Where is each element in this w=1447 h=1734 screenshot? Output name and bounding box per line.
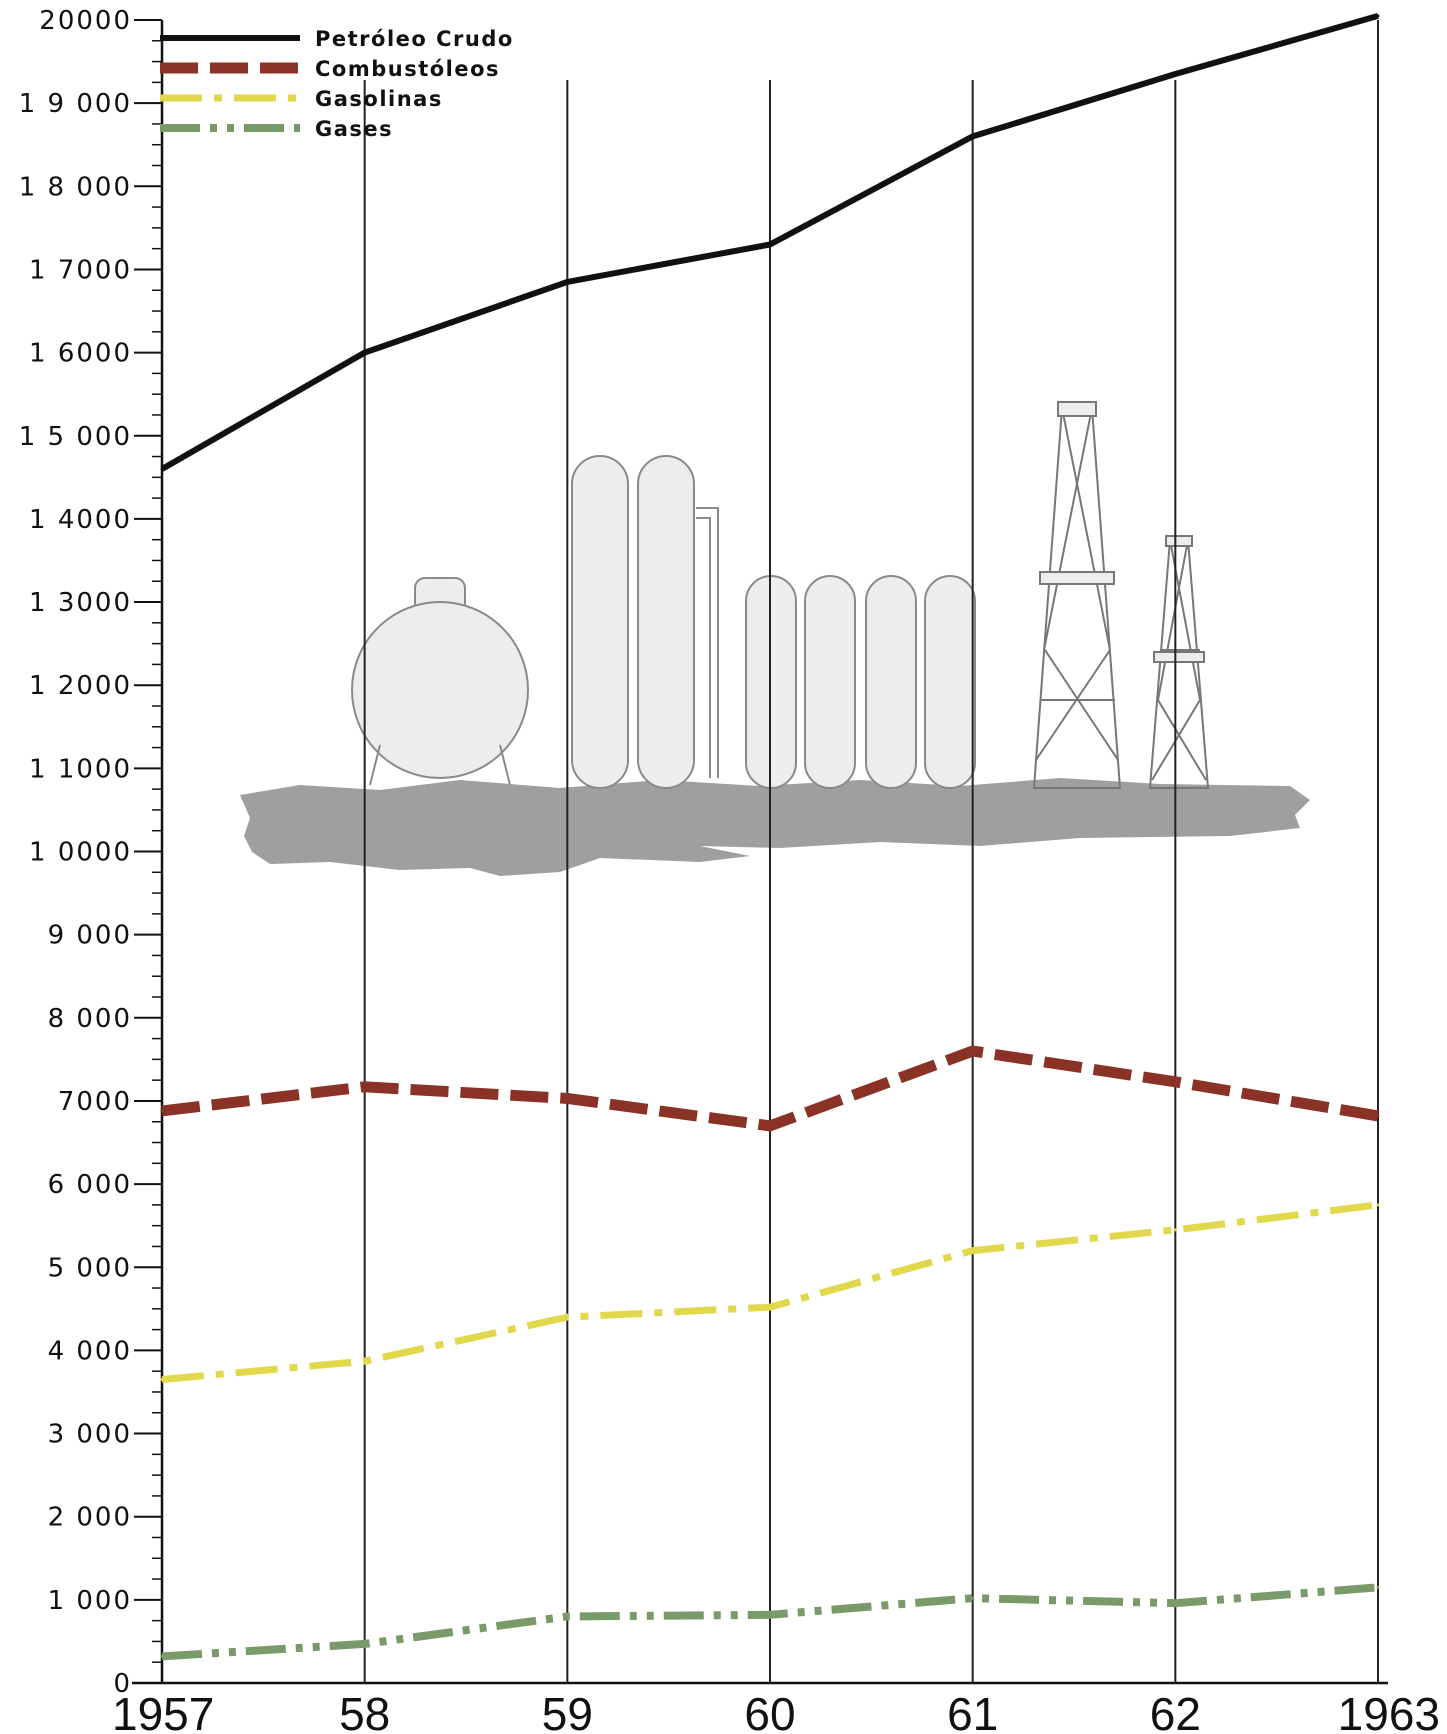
storage-tank-icon [745,575,976,789]
data-point [768,1305,772,1309]
data-point [363,1642,367,1646]
ticks: 0 1 000 2 000 3 000 4 000 5 000 6 000 7000 8 000… [19,6,1440,1734]
y-tick-label: 5 000 [48,1253,132,1283]
y-tick-label: 1 1000 [29,754,132,784]
data-point [1376,1114,1380,1118]
y-tick-label: 7000 [58,1087,132,1117]
oil-derrick-icon [1032,401,1210,789]
spherical-tank-icon [351,577,529,786]
distillation-column-icon [571,455,719,789]
data-point [971,1049,975,1053]
y-tick-label: 1 3000 [29,588,132,618]
y-tick-label: 0 [113,1669,132,1699]
data-point [971,1249,975,1253]
data-point [1173,1228,1177,1232]
y-tick-label: 1 6000 [29,339,132,369]
x-tick-label: 58 [339,1688,390,1734]
y-tick-label: 1 8 000 [19,172,132,202]
legend-label: Combustóleos [315,57,500,81]
data-point [565,1614,569,1618]
data-point [1376,14,1380,18]
data-point [565,280,569,284]
x-tick-label: 60 [744,1688,795,1734]
data-point [1173,1601,1177,1605]
data-point [363,351,367,355]
data-point [160,1109,164,1113]
legend: Petróleo Crudo Combustóleos Gasolinas Gases [160,27,514,141]
data-point [160,1378,164,1382]
x-tick-label: 62 [1150,1688,1201,1734]
y-tick-label: 1 0000 [29,838,132,868]
data-point [971,134,975,138]
y-tick-label: 8 000 [48,1004,132,1034]
y-tick-label: 1 4000 [29,505,132,535]
data-point [768,243,772,247]
data-point [565,1096,569,1100]
y-tick-label: 9 000 [48,921,132,951]
y-tick-label: 1 7000 [29,255,132,285]
data-point [565,1315,569,1319]
y-tick-label: 3 000 [48,1420,132,1450]
legend-label: Gases [315,117,393,141]
y-tick-label: 6 000 [48,1170,132,1200]
data-point [1376,1585,1380,1589]
data-point [363,1085,367,1089]
data-point [1173,72,1177,76]
data-point [1376,1203,1380,1207]
y-tick-label: 2 000 [48,1503,132,1533]
x-tick-label: 61 [947,1688,998,1734]
x-tick-label: 1963 [1338,1688,1440,1734]
data-point [363,1359,367,1363]
refinery-illustration [240,401,1310,876]
y-tick-label: 1 5 000 [19,422,132,452]
data-point [768,1124,772,1128]
x-tick-label: 59 [542,1688,593,1734]
data-point [768,1613,772,1617]
data-point [1173,1080,1177,1084]
grid [363,20,1379,1683]
series-layer [160,12,1380,1661]
legend-label: Petróleo Crudo [315,27,514,51]
y-tick-label: 4 000 [48,1336,132,1366]
data-point [160,1654,164,1658]
data-point [160,467,164,471]
legend-label: Gasolinas [315,87,443,111]
y-tick-label: 1 000 [48,1586,132,1616]
x-tick-label: 1957 [112,1688,214,1734]
y-tick-label: 20000 [39,6,132,36]
y-tick-label: 1 2000 [29,671,132,701]
ground-shadow [240,778,1310,876]
y-tick-label: 1 9 000 [19,89,132,119]
data-point [971,1596,975,1600]
